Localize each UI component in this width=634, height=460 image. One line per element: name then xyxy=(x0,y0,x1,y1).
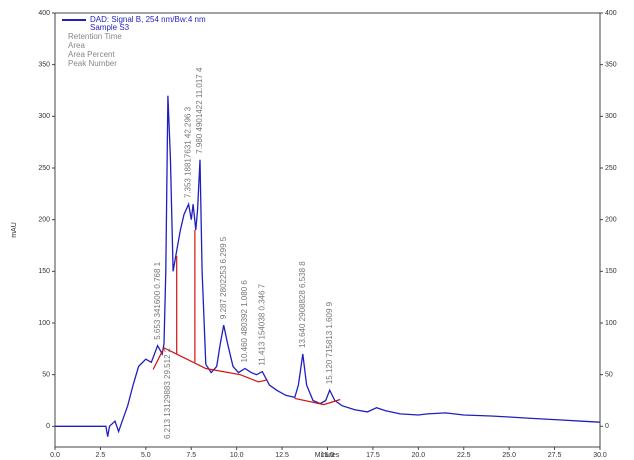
y2-tick-label: 350 xyxy=(605,62,617,69)
legend-label: DAD: Signal B, 254 nm/Bw:4 nm xyxy=(90,15,206,24)
y2-tick-label: 150 xyxy=(605,268,617,275)
y-tick-label: 300 xyxy=(38,113,50,120)
y-tick-label: 200 xyxy=(38,217,50,224)
legend-line: Sample S3 xyxy=(90,23,130,32)
peak-annotation: 11.413 154038 0.346 7 xyxy=(257,283,266,365)
x-tick-label: 0.0 xyxy=(50,452,60,459)
x-tick-label: 2.5 xyxy=(96,452,106,459)
peak-annotation: 13.640 2908828 6.538 8 xyxy=(298,261,307,348)
y-tick-label: 250 xyxy=(38,165,50,172)
x-axis-label: Minutes xyxy=(315,452,340,459)
peak-annotation: 7.353 18817631 42.296 3 xyxy=(184,106,193,198)
x-tick-label: 30.0 xyxy=(593,452,607,459)
y2-tick-label: 300 xyxy=(605,113,617,120)
peak-annotation: 10.460 480392 1.080 6 xyxy=(240,280,249,363)
line-series xyxy=(55,95,601,437)
y-tick-label: 100 xyxy=(38,320,50,327)
y2-tick-label: 0 xyxy=(605,423,609,430)
y-tick-label: 0 xyxy=(46,423,50,430)
x-tick-label: 12.5 xyxy=(275,452,289,459)
x-tick-label: 7.5 xyxy=(186,452,196,459)
y2-tick-label: 100 xyxy=(605,320,617,327)
x-tick-label: 15.0 xyxy=(321,452,335,459)
y-tick-label: 150 xyxy=(38,268,50,275)
y2-tick-label: 200 xyxy=(605,217,617,224)
legend-line: Area xyxy=(68,41,85,50)
y-axis-label: mAU xyxy=(11,222,18,238)
line-series xyxy=(152,346,341,406)
x-tick-label: 17.5 xyxy=(366,452,380,459)
y2-tick-label: 400 xyxy=(605,10,617,17)
x-tick-label: 20.0 xyxy=(412,452,426,459)
legend-line: Area Percent xyxy=(68,50,115,59)
peak-annotation: 15.120 715813 1.609 9 xyxy=(325,301,334,384)
x-tick-label: 10.0 xyxy=(230,452,244,459)
y-tick-label: 50 xyxy=(42,372,50,379)
y2-tick-label: 50 xyxy=(605,372,613,379)
y-tick-label: 400 xyxy=(38,10,50,17)
peak-annotation: 7.980 4901422 11.017 4 xyxy=(195,67,204,154)
legend-line: Peak Number xyxy=(68,59,117,68)
legend-line: Retention Time xyxy=(68,32,122,41)
x-tick-label: 27.5 xyxy=(548,452,562,459)
y-tick-label: 350 xyxy=(38,62,50,69)
peak-annotation: 6.213 13129883 29.512 2 xyxy=(163,347,172,439)
y2-tick-label: 250 xyxy=(605,165,617,172)
x-tick-label: 25.0 xyxy=(502,452,516,459)
x-tick-label: 5.0 xyxy=(141,452,151,459)
x-tick-label: 22.5 xyxy=(457,452,471,459)
peak-annotation: 9.287 2802253 6.299 5 xyxy=(219,236,228,319)
peak-annotation: 5.653 341600 0.768 1 xyxy=(153,261,162,339)
